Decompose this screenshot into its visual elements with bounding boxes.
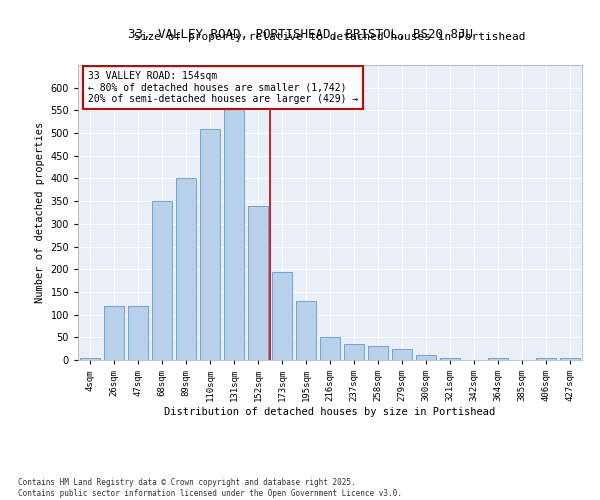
Text: 33, VALLEY ROAD, PORTISHEAD, BRISTOL, BS20 8JU: 33, VALLEY ROAD, PORTISHEAD, BRISTOL, BS… — [128, 28, 473, 40]
Bar — [272, 272, 292, 360]
Bar — [296, 301, 316, 360]
Bar — [248, 206, 268, 360]
X-axis label: Distribution of detached houses by size in Portishead: Distribution of detached houses by size … — [164, 407, 496, 417]
Title: Size of property relative to detached houses in Portishead: Size of property relative to detached ho… — [134, 32, 526, 42]
Bar — [320, 338, 340, 360]
Bar — [200, 128, 220, 360]
Bar — [488, 358, 508, 360]
Y-axis label: Number of detached properties: Number of detached properties — [35, 122, 45, 303]
Bar — [536, 358, 556, 360]
Bar — [224, 83, 244, 360]
Bar — [560, 358, 580, 360]
Text: Contains HM Land Registry data © Crown copyright and database right 2025.
Contai: Contains HM Land Registry data © Crown c… — [18, 478, 402, 498]
Bar — [392, 348, 412, 360]
Bar — [416, 356, 436, 360]
Bar — [368, 346, 388, 360]
Bar — [128, 306, 148, 360]
Bar — [80, 358, 100, 360]
Bar — [344, 344, 364, 360]
Bar — [176, 178, 196, 360]
Bar — [440, 358, 460, 360]
Bar — [152, 201, 172, 360]
Bar — [104, 306, 124, 360]
Text: 33 VALLEY ROAD: 154sqm
← 80% of detached houses are smaller (1,742)
20% of semi-: 33 VALLEY ROAD: 154sqm ← 80% of detached… — [88, 71, 358, 104]
